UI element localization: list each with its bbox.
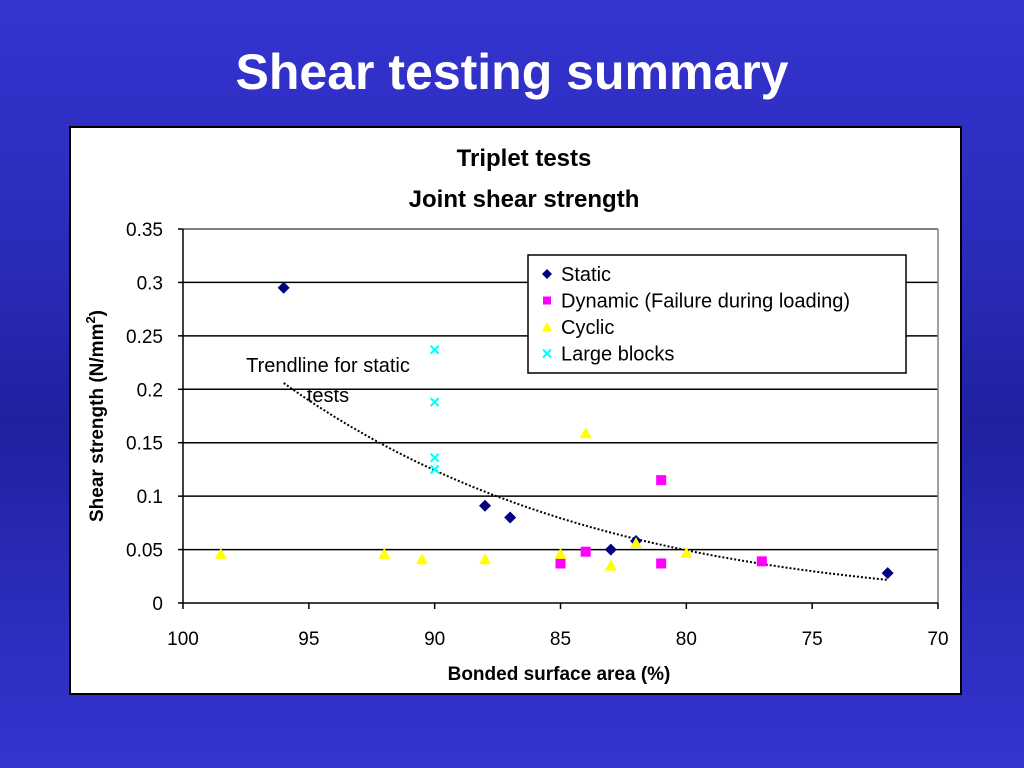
- static-point: [881, 567, 894, 580]
- x-tick-label: 85: [550, 629, 571, 650]
- legend-label-static: Static: [561, 264, 611, 286]
- chart-subtitle: Joint shear strength: [409, 186, 640, 213]
- trendline-annotation-line2: tests: [307, 385, 349, 407]
- legend-marker-static: [542, 269, 552, 279]
- legend-label-dynamic: Dynamic (Failure during loading): [561, 291, 850, 313]
- y-tick-label: 0.35: [126, 220, 163, 241]
- dynamic-point: [555, 558, 566, 569]
- y-tick-label: 0: [152, 594, 163, 615]
- y-tick-label: 0.3: [137, 273, 163, 294]
- y-tick-label: 0.05: [126, 541, 163, 562]
- static-point: [604, 543, 617, 556]
- cyclic-point: [579, 427, 592, 439]
- y-tick-label: 0.15: [126, 434, 163, 455]
- x-tick-label: 95: [298, 629, 319, 650]
- legend-marker-cyclic: [542, 322, 552, 331]
- cyclic-point: [680, 546, 693, 558]
- trendline-annotation-line1: Trendline for static: [246, 355, 410, 377]
- chart-panel: 0 0.05 0.1 0.15 0.2 0.25 0.3 0.35 100 95 90 85 80 75 7…: [69, 126, 962, 695]
- static-point: [277, 281, 290, 294]
- cyclic-point: [416, 553, 429, 565]
- dynamic-point: [656, 558, 667, 569]
- static-trendline: [283, 382, 888, 581]
- x-tick-label: 90: [424, 629, 445, 650]
- cyclic-point: [630, 537, 642, 549]
- large-point: [429, 345, 440, 355]
- cyclic-point: [479, 553, 491, 565]
- cyclic-point: [604, 559, 617, 571]
- static-point: [479, 499, 491, 512]
- cyclic-point: [554, 547, 567, 559]
- x-tick-label: 100: [167, 629, 199, 650]
- large-point: [429, 464, 440, 475]
- legend-marker-large: [542, 348, 552, 359]
- dynamic-point: [580, 546, 591, 557]
- legend-label-large: Large blocks: [561, 344, 674, 366]
- legend-label-cyclic: Cyclic: [561, 317, 614, 339]
- scatter-chart: 0 0.05 0.1 0.15 0.2 0.25 0.3 0.35 100 95 90 85 80 75 7…: [83, 145, 949, 685]
- y-tick-label: 0.1: [137, 487, 163, 508]
- static-point: [504, 511, 517, 524]
- x-tick-label: 75: [802, 629, 823, 650]
- cyclic-point: [214, 547, 227, 559]
- chart-title: Triplet tests: [457, 145, 592, 172]
- large-point: [429, 397, 440, 407]
- large-point: [429, 452, 440, 463]
- y-axis-label: Shear strength (N/mm2): [83, 310, 108, 522]
- slide-title: Shear testing summary: [235, 44, 789, 100]
- x-tick-label: 80: [676, 629, 697, 650]
- dynamic-point: [756, 556, 767, 567]
- x-axis-label: Bonded surface area (%): [448, 664, 671, 685]
- dynamic-point: [656, 475, 667, 486]
- legend-box: [527, 254, 907, 374]
- y-tick-label: 0.25: [126, 327, 163, 348]
- cyclic-point: [378, 547, 391, 559]
- y-tick-label: 0.2: [137, 380, 163, 401]
- x-tick-label: 70: [927, 629, 948, 650]
- legend-marker-dynamic: [543, 296, 551, 305]
